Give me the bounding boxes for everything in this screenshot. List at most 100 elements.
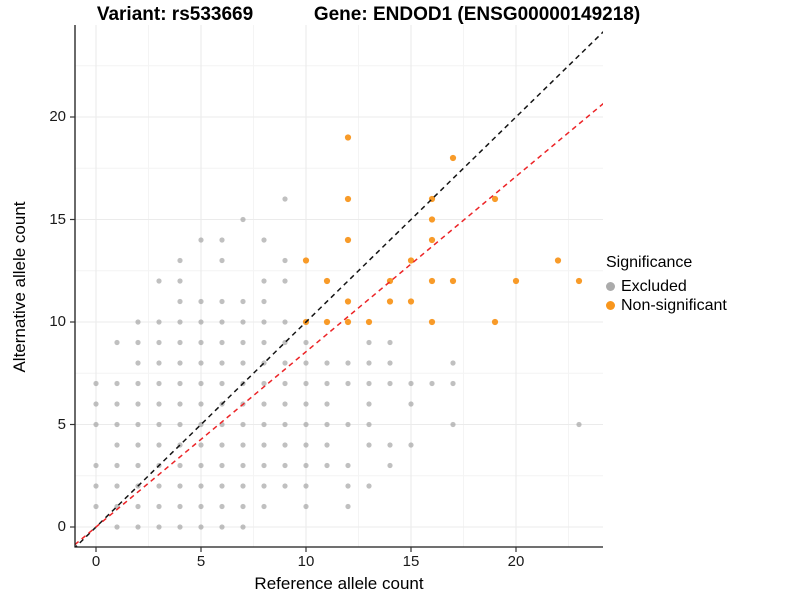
data-point-excluded [282,401,288,407]
gene-title: Gene: ENDOD1 (ENSG00000149218) [313,4,641,25]
data-point-excluded [177,257,183,264]
data-point-excluded [93,380,99,387]
data-point-excluded [177,360,183,366]
data-point-excluded [177,421,183,428]
data-point-non-significant [428,318,436,326]
data-point-excluded [93,503,99,510]
data-point-excluded [366,442,372,448]
data-point-excluded [198,524,204,530]
data-point-excluded [240,524,246,530]
data-point-excluded [345,483,351,489]
data-point-excluded [135,421,141,428]
data-point-excluded [93,401,99,407]
data-point-excluded [345,462,351,469]
data-point-excluded [303,503,309,510]
data-point-excluded [282,421,288,428]
y-axis-title: Alternative allele count [10,201,29,373]
data-point-excluded [114,483,120,489]
data-point-excluded [135,339,141,346]
data-point-excluded [429,380,435,387]
data-point-excluded [177,401,183,407]
data-point-excluded [345,503,351,510]
data-point-excluded [282,462,288,469]
data-point-non-significant [344,236,352,244]
data-point-excluded [282,360,288,366]
data-point-excluded [387,442,393,448]
y-tick-label: 15 [49,210,66,228]
data-point-excluded [135,360,141,366]
data-point-excluded [156,319,162,325]
data-point-excluded [114,524,120,530]
data-point-non-significant [449,154,457,162]
data-point-excluded [177,524,183,530]
data-point-excluded [366,360,372,366]
data-point-excluded [240,462,246,469]
x-tick-label: 0 [91,553,101,570]
legend: Significance Excluded Non-significant [606,254,727,315]
data-point-excluded [156,503,162,510]
legend-label-excluded: Excluded [621,277,687,295]
data-point-excluded [219,257,225,264]
data-point-excluded [366,401,372,407]
data-point-excluded [135,319,141,325]
data-point-non-significant [323,318,331,326]
data-point-excluded [261,421,267,428]
data-point-excluded [156,524,162,530]
y-tick-label: 10 [49,313,66,330]
data-point-excluded [198,483,204,489]
data-point-excluded [198,380,204,387]
data-point-excluded [303,360,309,366]
data-point-excluded [303,442,309,448]
data-point-excluded [219,319,225,325]
data-point-excluded [408,380,414,387]
data-point-excluded [114,339,120,346]
data-point-excluded [198,237,204,243]
data-point-non-significant [491,318,499,326]
data-point-excluded [240,483,246,489]
data-point-excluded [366,483,372,489]
data-point-excluded [135,380,141,387]
x-tick-label: 10 [297,553,315,570]
data-point-non-significant [302,257,310,264]
data-point-non-significant [344,134,352,141]
data-point-excluded [240,360,246,366]
data-point-excluded [177,380,183,387]
data-point-excluded [303,380,309,387]
data-point-excluded [387,360,393,366]
data-point-excluded [324,421,330,428]
data-point-excluded [450,380,456,387]
data-point-excluded [576,421,582,428]
y-tick-label: 0 [57,518,66,535]
data-point-excluded [282,278,288,284]
data-point-excluded [198,319,204,325]
data-point-excluded [114,401,120,407]
data-point-excluded [198,442,204,448]
data-point-excluded [135,524,141,530]
data-point-non-significant [344,318,352,326]
y-tick-label: 5 [57,415,66,433]
data-point-excluded [156,380,162,387]
data-point-excluded [324,360,330,366]
data-point-excluded [135,442,141,448]
data-point-excluded [240,339,246,346]
data-point-excluded [450,360,456,366]
data-point-excluded [261,298,267,305]
data-point-excluded [345,421,351,428]
data-point-excluded [156,401,162,407]
data-point-excluded [282,257,288,264]
data-point-excluded [156,360,162,366]
data-point-excluded [198,339,204,346]
data-point-excluded [282,319,288,325]
legend-label-nonsignificant: Non-significant [621,296,727,314]
data-point-excluded [408,401,414,407]
data-point-excluded [156,421,162,428]
data-point-excluded [240,216,246,223]
data-point-non-significant [428,236,436,244]
data-point-excluded [261,278,267,284]
data-point-excluded [387,380,393,387]
data-point-excluded [387,462,393,469]
data-point-excluded [135,462,141,469]
data-point-non-significant [365,318,373,326]
